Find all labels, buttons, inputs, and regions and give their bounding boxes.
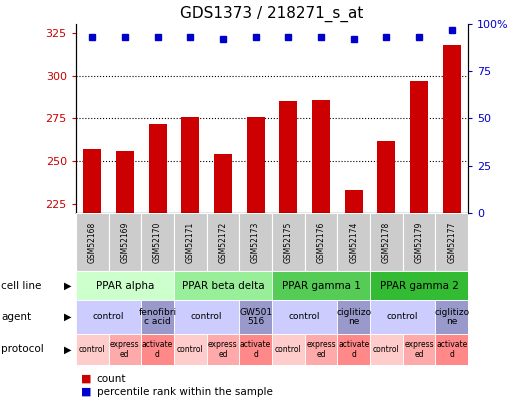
Text: agent: agent [1, 312, 31, 322]
Bar [370, 271, 468, 300]
Bar [174, 213, 207, 271]
Bar [435, 300, 468, 334]
Text: activate
d: activate d [142, 340, 173, 359]
Text: ciglitizo
ne: ciglitizo ne [336, 307, 371, 326]
Text: GW501
516: GW501 516 [239, 307, 272, 326]
Text: GSM52175: GSM52175 [284, 221, 293, 263]
Text: control: control [79, 345, 106, 354]
Bar [239, 300, 272, 334]
Text: GSM52170: GSM52170 [153, 221, 162, 263]
Bar [435, 334, 468, 364]
Bar [370, 213, 403, 271]
Text: GSM52179: GSM52179 [415, 221, 424, 263]
Bar [403, 213, 435, 271]
Text: ▶: ▶ [64, 281, 72, 290]
Text: GSM52169: GSM52169 [120, 221, 129, 263]
Bar [272, 334, 304, 364]
Text: GSM52178: GSM52178 [382, 222, 391, 262]
Bar [116, 151, 134, 213]
Bar [247, 117, 265, 213]
Text: express
ed: express ed [208, 340, 238, 359]
Text: count: count [97, 374, 126, 384]
Bar [304, 334, 337, 364]
Bar [337, 213, 370, 271]
Bar [181, 117, 199, 213]
Text: ▶: ▶ [64, 344, 72, 354]
Text: GSM52176: GSM52176 [316, 221, 325, 263]
Text: control: control [275, 345, 302, 354]
Bar [174, 300, 239, 334]
Title: GDS1373 / 218271_s_at: GDS1373 / 218271_s_at [180, 5, 363, 21]
Text: PPAR gamma 2: PPAR gamma 2 [380, 281, 459, 290]
Bar [83, 149, 101, 213]
Text: activate
d: activate d [338, 340, 369, 359]
Bar [279, 101, 297, 213]
Text: GSM52174: GSM52174 [349, 221, 358, 263]
Text: cell line: cell line [1, 281, 41, 290]
Bar [370, 300, 435, 334]
Bar [410, 81, 428, 213]
Bar [109, 213, 141, 271]
Text: protocol: protocol [1, 344, 44, 354]
Bar [141, 213, 174, 271]
Bar [345, 190, 362, 213]
Bar [370, 334, 403, 364]
Text: control: control [289, 312, 321, 322]
Text: control: control [93, 312, 124, 322]
Text: ciglitizo
ne: ciglitizo ne [434, 307, 469, 326]
Bar [272, 213, 304, 271]
Bar [76, 271, 174, 300]
Text: express
ed: express ed [110, 340, 140, 359]
Text: control: control [177, 345, 203, 354]
Bar [443, 45, 461, 213]
Bar [76, 300, 141, 334]
Text: GSM52177: GSM52177 [447, 221, 456, 263]
Bar [239, 334, 272, 364]
Text: express
ed: express ed [404, 340, 434, 359]
Text: ▶: ▶ [64, 312, 72, 322]
Text: activate
d: activate d [240, 340, 271, 359]
Text: ■: ■ [81, 374, 92, 384]
Bar [207, 334, 239, 364]
Bar [207, 213, 239, 271]
Text: PPAR alpha: PPAR alpha [96, 281, 154, 290]
Text: control: control [387, 312, 418, 322]
Bar [304, 213, 337, 271]
Text: PPAR beta delta: PPAR beta delta [181, 281, 264, 290]
Bar [214, 154, 232, 213]
Bar [272, 300, 337, 334]
Bar [239, 213, 272, 271]
Bar [174, 271, 272, 300]
Bar [435, 213, 468, 271]
Bar [141, 300, 174, 334]
Bar [76, 334, 109, 364]
Text: activate
d: activate d [436, 340, 468, 359]
Text: GSM52168: GSM52168 [88, 222, 97, 262]
Bar [403, 334, 435, 364]
Bar [272, 271, 370, 300]
Text: express
ed: express ed [306, 340, 336, 359]
Bar [141, 334, 174, 364]
Bar [337, 300, 370, 334]
Bar [76, 213, 109, 271]
Bar [109, 334, 141, 364]
Bar [312, 100, 330, 213]
Text: percentile rank within the sample: percentile rank within the sample [97, 387, 272, 397]
Text: fenofibri
c acid: fenofibri c acid [139, 307, 177, 326]
Text: GSM52172: GSM52172 [219, 222, 228, 262]
Text: GSM52171: GSM52171 [186, 222, 195, 262]
Bar [378, 141, 395, 213]
Text: control: control [373, 345, 400, 354]
Bar [149, 124, 166, 213]
Text: GSM52173: GSM52173 [251, 221, 260, 263]
Text: control: control [191, 312, 222, 322]
Text: PPAR gamma 1: PPAR gamma 1 [281, 281, 360, 290]
Bar [174, 334, 207, 364]
Bar [337, 334, 370, 364]
Text: ■: ■ [81, 387, 92, 397]
